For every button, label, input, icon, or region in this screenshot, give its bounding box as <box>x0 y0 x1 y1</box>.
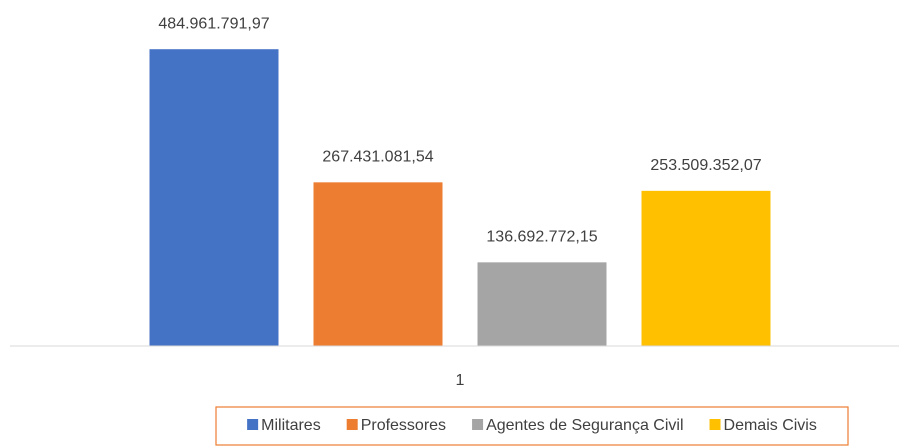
legend-label: Demais Civis <box>724 417 817 434</box>
legend-label: Agentes de Segurança Civil <box>486 417 683 434</box>
legend-swatch <box>247 419 259 430</box>
legend-label: Militares <box>261 417 321 434</box>
bar <box>149 49 279 347</box>
data-label: 136.692.772,15 <box>486 229 597 246</box>
legend-label: Professores <box>361 417 446 434</box>
data-label: 267.431.081,54 <box>322 149 433 166</box>
bar <box>641 190 771 346</box>
legend-box <box>215 406 849 446</box>
data-label: 484.961.791,97 <box>158 15 269 32</box>
legend-swatch <box>346 419 358 430</box>
x-tick-label: 1 <box>456 372 465 389</box>
legend-swatch <box>472 419 484 430</box>
bar <box>313 182 443 346</box>
data-label: 253.509.352,07 <box>650 157 761 174</box>
bar <box>477 262 607 346</box>
legend-swatch <box>709 419 721 430</box>
